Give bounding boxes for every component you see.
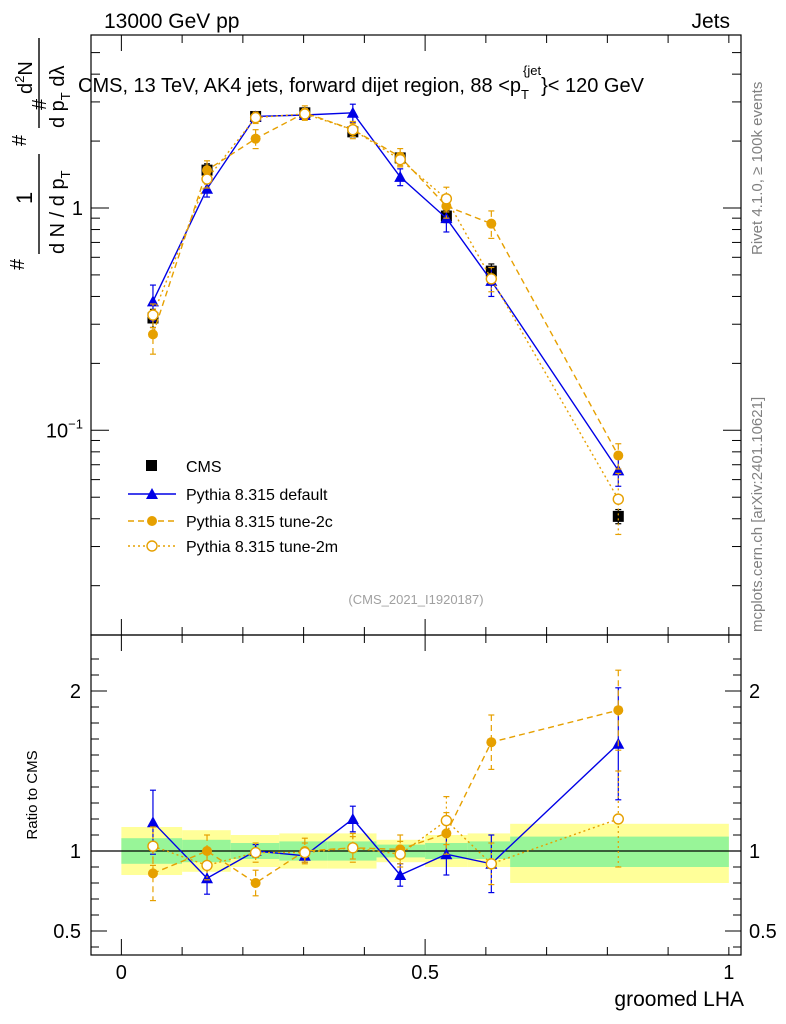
band-inner-8 [510,836,729,867]
legend-item-default: Pythia 8.315 default [128,487,328,504]
analysis-id-watermark: (CMS_2021_I1920187) [348,592,483,607]
data-point [250,878,261,888]
legend-marker-open-circle [146,540,158,552]
data-point [147,868,158,879]
data-point [394,869,407,880]
data-point [440,193,453,205]
data-point [486,737,497,748]
main-series [146,103,625,536]
data-point [485,858,498,870]
x-tick-label: 0 [116,962,127,984]
data-point [347,842,359,854]
tick-mantissa: 1 [72,198,83,220]
plot-title-sup: {jet [523,63,541,78]
header-left: 13000 GeV pp [104,10,239,33]
ratio-series [146,669,625,902]
data-point [613,450,624,461]
series-line [152,113,619,500]
data-point [201,173,213,185]
legend-marker-triangle [146,488,158,499]
data-point [201,859,213,872]
ratio-y-tick-label: 0.5 [53,921,81,943]
data-point [613,705,624,716]
data-point [299,846,311,859]
ratio-y-tick-label-right: 1 [749,841,760,863]
x-tick-label: 0.5 [411,962,439,984]
data-point [202,165,213,176]
ylabel-den: d N / d pT [47,170,73,254]
data-point [440,814,453,827]
x-axis-label: groomed LHA [614,988,744,1011]
ylabel-one: 1 [12,192,37,204]
ylabel-hash-right: # [29,98,51,110]
plot-title-sub: T [521,87,529,102]
legend-marker-square [146,460,157,471]
tick-mantissa: 10 [46,420,68,442]
series-pythia-8-315-tune-2m [147,107,624,536]
data-point [612,510,624,522]
ratio-plot-frame [90,634,742,956]
ratio-y-tick-label: 2 [70,681,81,703]
plot-title-tail: }< 120 GeV [541,75,645,97]
ylabel-rhs-num: d2N [12,61,37,94]
series-pythia-8-315-default [146,103,625,487]
ylabel-hash-left: # [7,258,29,270]
data-point [346,813,359,824]
data-point [486,218,497,229]
data-point [612,464,625,476]
main-y-tick-label: 1 [72,198,83,220]
legend-label-tune-2c: Pythia 8.315 tune-2c [186,514,333,531]
data-point [347,123,359,136]
ratio-axes: 0.5 0.5 1 1 2 2 0 0.5 1 [53,635,777,984]
main-y-tick-label: 10−1 [46,416,83,442]
legend-label-cms: CMS [186,459,222,476]
data-point [394,153,406,166]
main-y-axis-label: # 1 d N / d pT # d2N # d pT dλ [7,38,73,270]
ratio-y-axis-label: Ratio to CMS [24,750,41,839]
legend-label-default: Pythia 8.315 default [186,487,328,504]
legend-label-tune-2m: Pythia 8.315 tune-2m [186,539,338,556]
ratio-y-tick-label: 1 [70,841,81,863]
series-pythia-8-315-tune-2m [147,770,624,886]
tick-exponent: −1 [68,416,83,431]
ylabel-rhs-den: d pT dλ [47,66,73,128]
data-point [612,813,624,825]
ratio-y-tick-label-right: 0.5 [749,921,777,943]
data-point [147,309,159,321]
data-point [612,493,624,505]
data-point [249,111,262,124]
legend-item-tune-2m: Pythia 8.315 tune-2m [128,539,338,556]
legend-marker-filled-circle [147,516,157,526]
series-line [152,112,619,471]
mcplots-label: mcplots.cern.ch [arXiv:2401.10621] [749,397,766,632]
data-point [299,108,311,120]
plot-title-main: CMS, 13 TeV, AK4 jets, forward dijet reg… [78,75,521,97]
data-point [394,848,406,860]
legend-item-cms: CMS [146,459,222,476]
data-point [249,846,262,859]
data-point [485,273,498,285]
data-point [146,816,159,828]
ratio-y-tick-label-right: 2 [749,681,760,703]
legend-item-tune-2c: Pythia 8.315 tune-2c [128,514,333,531]
legend: CMS Pythia 8.315 default Pythia 8.315 tu… [128,459,338,556]
main-axes: 10−1 1 10 [46,34,741,635]
ratio-uncertainty-bands [121,823,729,883]
band-inner-7 [467,841,511,859]
data-point [250,133,261,144]
rivet-version-label: Rivet 4.1.0, ≥ 100k events [749,82,766,255]
x-tick-label: 1 [723,962,734,984]
data-point [394,170,407,182]
header-right: Jets [691,10,730,33]
ylabel-hash-mid: # [9,134,31,146]
plot-title: CMS, 13 TeV, AK4 jets, forward dijet reg… [78,63,645,102]
series-pythia-8-315-tune-2c [147,105,624,470]
data-point [147,840,159,852]
data-point [147,329,158,340]
data-point [346,106,359,118]
